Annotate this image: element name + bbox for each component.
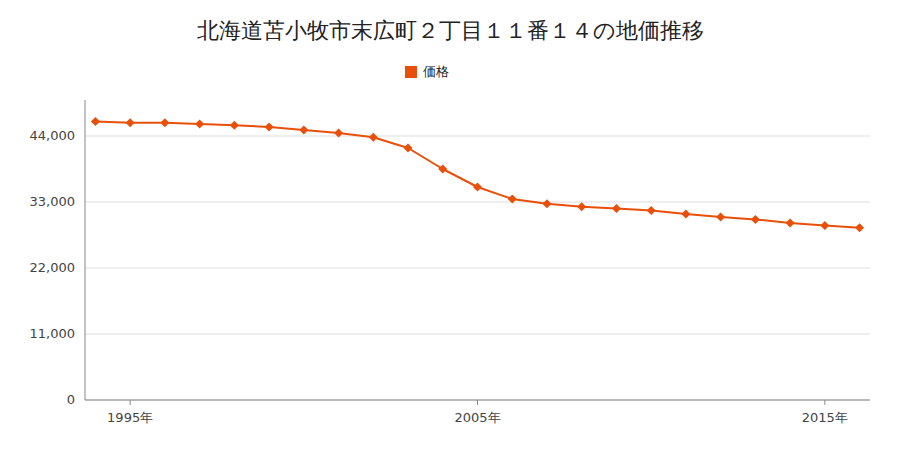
y-tick-label: 44,000 — [30, 128, 76, 143]
x-tick-label: 2005年 — [454, 410, 500, 425]
marker — [404, 144, 413, 153]
x-tick — [130, 400, 131, 405]
marker — [230, 121, 239, 130]
marker — [334, 129, 343, 138]
x-axis-line — [85, 400, 870, 401]
marker — [473, 183, 482, 192]
chart-container: 北海道苫小牧市末広町２丁目１１番１４の地価推移 0 11,000 22,000 33,0… — [0, 0, 900, 450]
x-tick-label: 1995年 — [107, 410, 153, 425]
y-tick-label: 11,000 — [30, 326, 76, 341]
marker — [577, 202, 586, 211]
x-tick-label: 2015年 — [802, 410, 848, 425]
marker — [786, 219, 795, 228]
marker — [126, 118, 135, 127]
marker — [716, 213, 725, 222]
marker — [542, 199, 551, 208]
grid — [85, 136, 870, 400]
marker — [820, 221, 829, 230]
title: 北海道苫小牧市末広町２丁目１１番１４の地価推移 — [197, 18, 704, 43]
legend-swatch — [405, 66, 417, 78]
line — [95, 122, 859, 228]
grid-line — [85, 202, 870, 203]
grid-line — [85, 334, 870, 335]
marker — [299, 126, 308, 135]
y-axis-line — [85, 100, 86, 400]
grid-line — [85, 400, 870, 401]
marker — [855, 223, 864, 232]
marker — [195, 120, 204, 129]
grid-line — [85, 268, 870, 269]
marker — [612, 204, 621, 213]
marker — [160, 118, 169, 127]
plot-area — [91, 117, 864, 232]
legend: 価格 — [405, 64, 449, 79]
legend-label: 価格 — [423, 64, 449, 79]
marker — [438, 165, 447, 174]
marker — [508, 195, 517, 204]
grid-line — [85, 136, 870, 137]
y-tick-label: 0 — [67, 392, 75, 407]
marker — [91, 117, 100, 126]
chart: 北海道苫小牧市末広町２丁目１１番１４の地価推移 0 11,000 22,000 33,0… — [0, 0, 900, 450]
y-tick-label: 22,000 — [30, 260, 76, 275]
x-tick — [824, 400, 825, 405]
x-tick — [477, 400, 478, 405]
marker — [751, 215, 760, 224]
marker — [647, 206, 656, 215]
marker — [265, 123, 274, 132]
marker — [681, 210, 690, 219]
marker — [369, 133, 378, 142]
y-tick-label: 33,000 — [30, 194, 76, 209]
